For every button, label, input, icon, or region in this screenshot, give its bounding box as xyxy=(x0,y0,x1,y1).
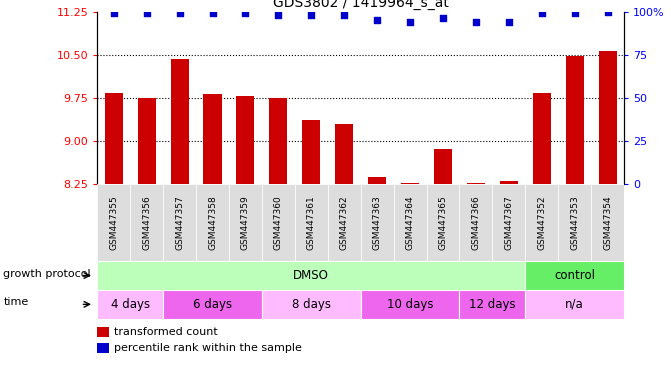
Text: n/a: n/a xyxy=(565,298,584,311)
Point xyxy=(536,10,547,16)
Bar xyxy=(97,261,525,290)
Bar xyxy=(361,184,394,261)
Title: GDS3802 / 1419964_s_at: GDS3802 / 1419964_s_at xyxy=(272,0,449,10)
Point xyxy=(207,10,218,16)
Point xyxy=(602,8,613,15)
Bar xyxy=(262,184,295,261)
Point xyxy=(470,19,481,25)
Bar xyxy=(401,183,419,184)
Text: GSM447353: GSM447353 xyxy=(570,195,579,250)
Bar xyxy=(434,149,452,184)
Text: 8 days: 8 days xyxy=(292,298,331,311)
Point xyxy=(503,19,514,25)
Text: transformed count: transformed count xyxy=(114,327,218,337)
Bar xyxy=(163,290,262,319)
Text: 6 days: 6 days xyxy=(193,298,232,311)
Text: time: time xyxy=(3,297,29,308)
Bar xyxy=(467,183,485,184)
Text: control: control xyxy=(554,269,595,282)
Text: GSM447355: GSM447355 xyxy=(109,195,118,250)
Bar xyxy=(170,60,189,184)
Text: GSM447354: GSM447354 xyxy=(603,195,612,250)
Bar xyxy=(394,184,427,261)
Text: GSM447356: GSM447356 xyxy=(142,195,151,250)
Bar xyxy=(327,184,361,261)
Bar xyxy=(302,120,320,184)
Bar xyxy=(163,184,196,261)
Bar xyxy=(229,184,262,261)
Text: GSM447359: GSM447359 xyxy=(241,195,250,250)
Point xyxy=(109,10,119,16)
Text: GSM447367: GSM447367 xyxy=(505,195,513,250)
Text: 4 days: 4 days xyxy=(111,298,150,311)
Bar xyxy=(196,184,229,261)
Bar xyxy=(525,261,624,290)
Point xyxy=(306,12,317,18)
Point xyxy=(174,10,185,16)
Bar xyxy=(203,94,221,184)
Bar xyxy=(368,177,386,184)
Bar xyxy=(427,184,460,261)
Bar xyxy=(97,343,109,353)
Text: GSM447358: GSM447358 xyxy=(208,195,217,250)
Text: GSM447352: GSM447352 xyxy=(537,195,546,250)
Bar xyxy=(295,184,327,261)
Text: DMSO: DMSO xyxy=(293,269,329,282)
Text: growth protocol: growth protocol xyxy=(3,268,91,279)
Text: 10 days: 10 days xyxy=(386,298,433,311)
Text: GSM447357: GSM447357 xyxy=(175,195,184,250)
Bar xyxy=(591,184,624,261)
Point xyxy=(142,10,152,16)
Bar xyxy=(97,290,163,319)
Point xyxy=(569,10,580,16)
Text: GSM447362: GSM447362 xyxy=(340,195,349,250)
Bar xyxy=(361,290,460,319)
Text: percentile rank within the sample: percentile rank within the sample xyxy=(114,343,302,353)
Bar xyxy=(525,184,558,261)
Bar xyxy=(335,124,353,184)
Bar xyxy=(533,93,551,184)
Bar xyxy=(599,51,617,184)
Bar xyxy=(105,93,123,184)
Text: GSM447363: GSM447363 xyxy=(372,195,382,250)
Bar xyxy=(97,328,109,337)
Text: GSM447364: GSM447364 xyxy=(405,195,415,250)
Text: GSM447361: GSM447361 xyxy=(307,195,316,250)
Point xyxy=(273,12,284,18)
Bar xyxy=(97,184,130,261)
Bar xyxy=(460,184,493,261)
Point xyxy=(339,12,350,18)
Bar xyxy=(269,98,287,184)
Bar xyxy=(138,98,156,184)
Text: GSM447366: GSM447366 xyxy=(472,195,480,250)
Point xyxy=(437,15,448,22)
Bar xyxy=(130,184,163,261)
Bar xyxy=(558,184,591,261)
Bar xyxy=(236,96,254,184)
Text: GSM447365: GSM447365 xyxy=(438,195,448,250)
Point xyxy=(372,17,382,23)
Bar xyxy=(500,181,518,184)
Bar xyxy=(566,56,584,184)
Text: GSM447360: GSM447360 xyxy=(274,195,283,250)
Bar xyxy=(460,290,525,319)
Text: 12 days: 12 days xyxy=(469,298,515,311)
Bar xyxy=(525,290,624,319)
Bar xyxy=(493,184,525,261)
Point xyxy=(405,19,415,25)
Bar xyxy=(262,290,361,319)
Point xyxy=(240,10,251,16)
